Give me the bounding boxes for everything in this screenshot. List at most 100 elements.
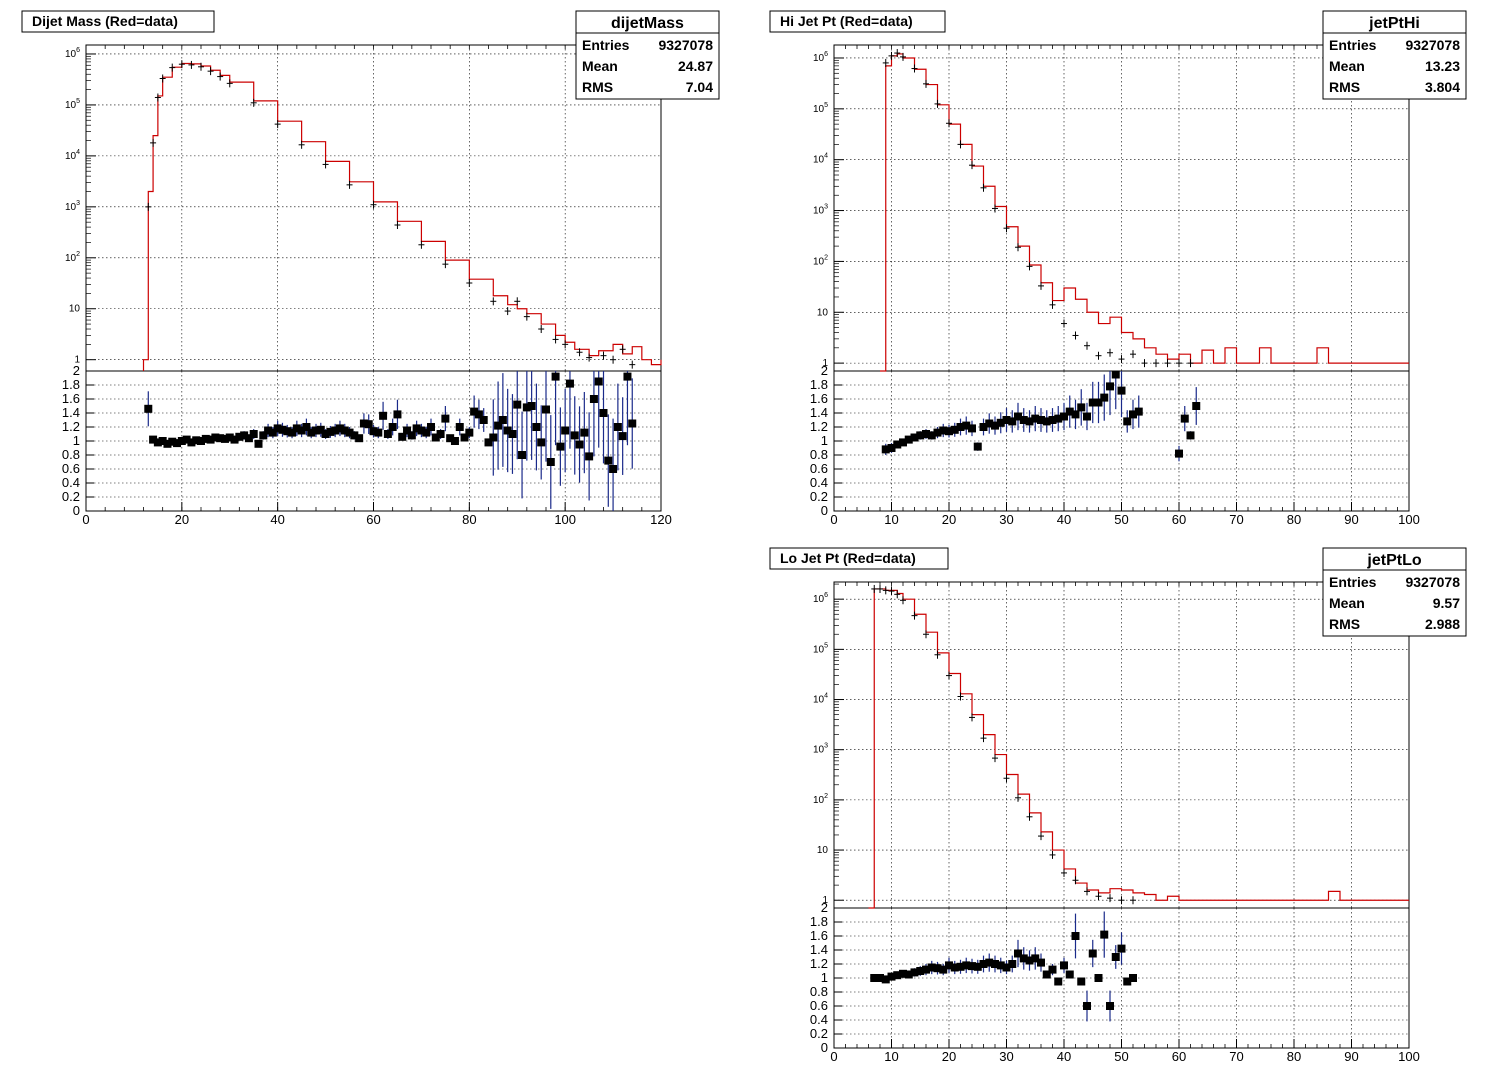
mc-point	[586, 353, 593, 362]
ratio-marker	[1025, 417, 1034, 426]
ratio-y-tick-label: 0.8	[810, 447, 828, 462]
ratio-marker	[899, 969, 907, 978]
mc-point	[1153, 359, 1159, 368]
x-tick-label: 10	[884, 512, 898, 527]
mc-point	[1130, 350, 1136, 359]
mc-point	[894, 590, 901, 599]
ratio-marker	[522, 403, 531, 412]
ratio-marker	[527, 402, 536, 410]
ratio-marker	[1037, 416, 1045, 424]
ratio-y-tick-label: 0.8	[62, 447, 80, 462]
ratio-marker	[465, 428, 474, 437]
ratio-y-tick-label: 1.8	[62, 377, 80, 392]
ratio-marker	[1048, 965, 1057, 974]
ratio-y-tick-label: 0.2	[62, 489, 80, 504]
ratio-marker	[1037, 958, 1045, 967]
ratio-marker	[968, 962, 976, 971]
mc-point	[538, 325, 545, 334]
ratio-marker	[1192, 402, 1201, 410]
y-tick-exponent: 3	[824, 204, 828, 211]
ratio-marker	[613, 423, 622, 431]
ratio-marker	[599, 409, 608, 417]
y-tick-label: 103	[65, 200, 80, 213]
mc-point	[466, 279, 473, 288]
x-tick-label: 80	[462, 512, 476, 527]
mc-point	[934, 99, 941, 108]
ratio-marker	[264, 426, 273, 435]
ratio-marker	[201, 434, 210, 443]
mc-point	[298, 140, 305, 149]
mc-point	[969, 713, 975, 722]
stats-name: jetPtLo	[1366, 552, 1421, 569]
mc-point	[888, 587, 895, 596]
ratio-marker	[321, 430, 330, 438]
x-tick-label: 70	[1229, 1049, 1243, 1064]
ratio-marker	[1008, 960, 1017, 968]
ratio-marker	[1100, 930, 1109, 939]
ratio-marker	[1031, 954, 1040, 963]
ratio-marker	[278, 425, 287, 434]
x-tick-label: 40	[1057, 1049, 1071, 1064]
ratio-marker	[220, 434, 229, 443]
ratio-marker	[1134, 407, 1143, 416]
stats-value: 9.57	[1433, 595, 1460, 611]
ratio-marker	[388, 423, 397, 431]
ratio-marker	[1106, 1002, 1114, 1010]
y-tick-exponent: 5	[824, 102, 828, 109]
ratio-marker	[153, 438, 162, 447]
mc-point	[523, 312, 530, 321]
ratio-marker	[518, 451, 527, 459]
mc-point	[169, 63, 176, 72]
ratio-marker	[1180, 414, 1189, 423]
x-tick-label: 90	[1344, 1049, 1358, 1064]
x-tick-label: 60	[366, 512, 380, 527]
mc-point	[1084, 341, 1090, 350]
ratio-marker	[1111, 953, 1120, 961]
ratio-marker	[628, 419, 637, 428]
ratio-marker	[379, 411, 388, 420]
y-tick-base: 10	[813, 594, 825, 605]
ratio-marker	[345, 428, 354, 437]
mc-point	[923, 630, 929, 639]
x-tick-label: 90	[1344, 512, 1358, 527]
ratio-marker	[939, 965, 948, 974]
ratio-marker	[922, 965, 930, 974]
mc-point	[1015, 243, 1021, 252]
ratio-marker	[441, 414, 450, 423]
ratio-marker	[513, 400, 522, 409]
ratio-marker	[498, 416, 507, 424]
ratio-marker	[1060, 412, 1068, 421]
mc-point	[1049, 300, 1056, 309]
y-tick-label: 102	[65, 251, 80, 264]
ratio-marker	[585, 452, 594, 461]
y-tick-exponent: 3	[824, 743, 828, 750]
ratio-marker	[369, 427, 378, 436]
ratio-marker	[431, 433, 440, 442]
ratio-marker	[1100, 393, 1109, 402]
y-tick-label: 1	[822, 358, 828, 369]
y-tick-exponent: 2	[824, 254, 828, 261]
ratio-marker	[474, 410, 483, 419]
mc-point	[562, 340, 569, 349]
chart-panel-2: 0 10 20 30 40 50 60 70 80 90 100110102103104105106…	[769, 547, 1467, 1064]
ratio-marker	[316, 425, 325, 434]
mc-point	[1003, 224, 1010, 233]
y-tick-label: 106	[813, 592, 828, 605]
ratio-y-tick-label: 1	[821, 433, 828, 448]
x-tick-label: 80	[1287, 512, 1301, 527]
stats-box	[1322, 547, 1467, 637]
ratio-y-tick-label: 0	[821, 1040, 828, 1055]
ratio-marker	[1123, 417, 1132, 426]
x-tick-label: 50	[1114, 512, 1128, 527]
x-tick-label: 80	[1287, 1049, 1301, 1064]
mc-point	[1072, 876, 1079, 885]
ratio-marker	[542, 405, 550, 414]
mc-point	[1015, 793, 1021, 802]
ratio-marker	[168, 437, 177, 446]
mc-point	[957, 140, 964, 149]
ratio-marker	[197, 437, 205, 445]
y-tick-label: 104	[813, 153, 828, 166]
y-tick-label: 10	[69, 304, 81, 315]
ratio-marker	[1054, 977, 1063, 986]
